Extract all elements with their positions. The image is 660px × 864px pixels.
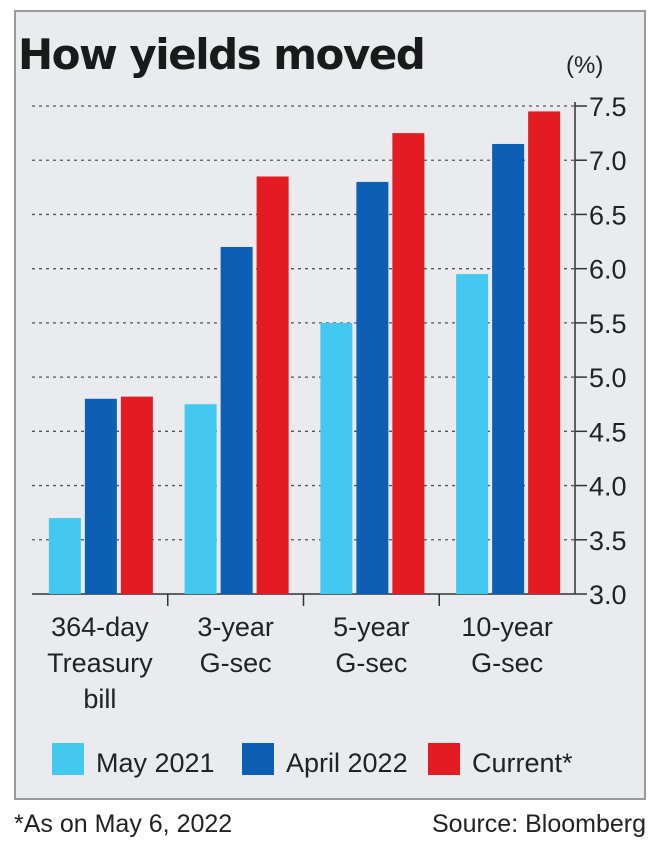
bar (48, 518, 81, 594)
source-note: Source: Bloomberg (431, 810, 646, 838)
x-tick-label: 3-year (197, 612, 274, 642)
x-tick-label: Treasury (47, 648, 153, 678)
y-tick-label: 4.5 (589, 417, 627, 447)
x-tick-label: 5-year (333, 612, 410, 642)
legend-swatch (242, 743, 274, 775)
bar (356, 181, 389, 594)
x-tick-label: 10-year (461, 612, 553, 642)
x-tick-label: bill (83, 684, 116, 714)
bar (120, 396, 153, 594)
bar (220, 246, 253, 594)
legend-label: May 2021 (96, 748, 215, 778)
legend-label: Current* (472, 748, 573, 778)
x-tick-label: G-sec (335, 648, 407, 678)
x-tick-label: G-sec (200, 648, 272, 678)
y-tick-label: 5.5 (589, 309, 627, 339)
legend-swatch (52, 743, 84, 775)
y-tick-label: 7.0 (589, 146, 627, 176)
bar (456, 274, 489, 594)
y-tick-label: 6.5 (589, 200, 627, 230)
y-tick-label: 6.0 (589, 255, 627, 285)
bar (320, 322, 353, 594)
y-axis-unit: (%) (566, 52, 604, 79)
bar (392, 133, 425, 594)
chart-title: How yields moved (18, 30, 426, 79)
y-tick-label: 5.0 (589, 363, 627, 393)
legend-label: April 2022 (286, 748, 408, 778)
y-tick-label: 3.5 (589, 526, 627, 556)
legend-swatch (428, 743, 460, 775)
y-tick-label: 3.0 (589, 580, 627, 610)
y-tick-label: 7.5 (589, 92, 627, 122)
bar (492, 143, 525, 594)
x-tick-label: 364-day (51, 612, 149, 642)
bar (84, 398, 117, 594)
y-tick-label: 4.0 (589, 472, 627, 502)
bar (184, 404, 217, 594)
bar (528, 111, 561, 594)
footnote: *As on May 6, 2022 (14, 810, 233, 838)
x-tick-label: G-sec (471, 648, 543, 678)
bar (256, 176, 289, 594)
